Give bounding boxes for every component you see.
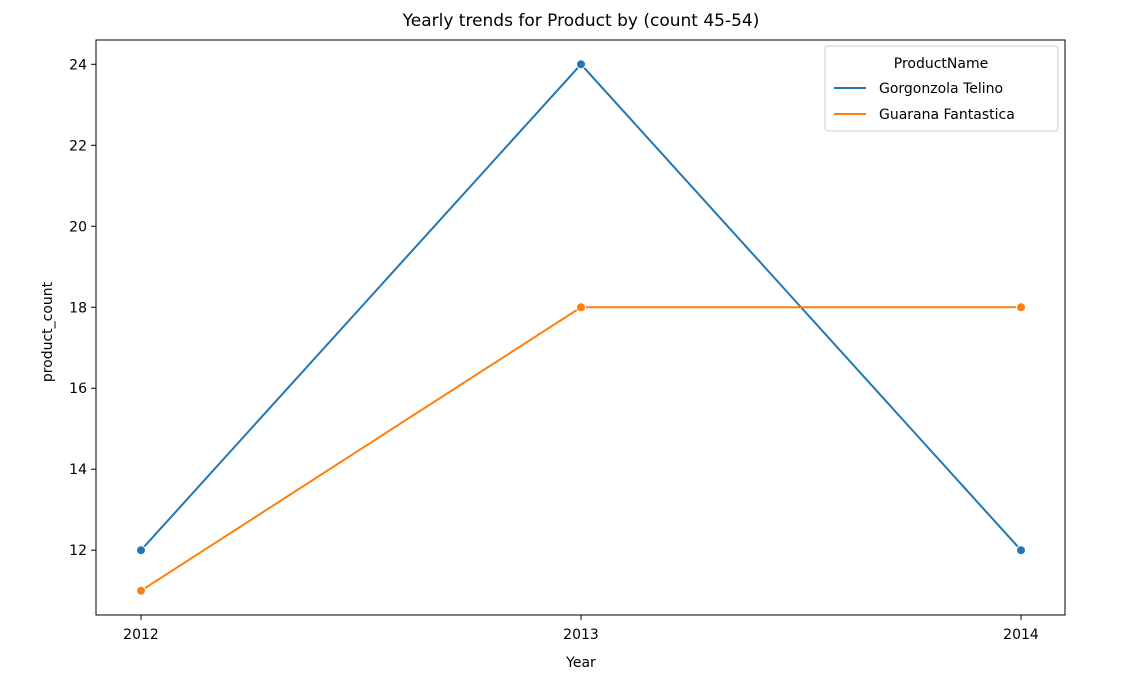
chart-title: Yearly trends for Product by (count 45-5… [402, 11, 760, 31]
legend-label: Guarana Fantastica [879, 107, 1015, 123]
x-axis: 2012 2013 2014 [123, 615, 1039, 643]
y-tick-label: 12 [69, 543, 87, 559]
y-tick-label: 16 [69, 381, 87, 397]
legend-items: Gorgonzola Telino Guarana Fantastica [834, 81, 1015, 123]
y-tick-label: 22 [69, 138, 87, 154]
data-point [136, 545, 146, 556]
data-point [576, 302, 586, 313]
y-axis-label: product_count [40, 281, 56, 382]
data-point [1016, 302, 1026, 313]
y-tick-label: 24 [69, 57, 87, 73]
legend-label: Gorgonzola Telino [879, 81, 1003, 97]
x-tick-label: 2014 [1003, 627, 1039, 643]
y-axis: 12 14 16 18 20 22 24 [69, 57, 96, 559]
legend: ProductName Gorgonzola Telino Guarana Fan… [824, 45, 1059, 132]
data-point [1016, 545, 1026, 556]
x-tick-label: 2013 [563, 627, 599, 643]
x-tick-label: 2012 [123, 627, 159, 643]
data-point [136, 585, 146, 596]
y-tick-label: 14 [69, 462, 87, 478]
legend-title: ProductName [894, 56, 988, 72]
x-axis-label: Year [565, 655, 596, 671]
series-line [140, 306, 1021, 592]
y-tick-label: 20 [69, 219, 87, 235]
legend-box [824, 45, 1059, 132]
series-1 [136, 59, 1026, 556]
data-point [576, 59, 586, 70]
y-tick-label: 18 [69, 300, 87, 316]
series-layer [136, 59, 1026, 596]
series-2 [136, 302, 1026, 596]
